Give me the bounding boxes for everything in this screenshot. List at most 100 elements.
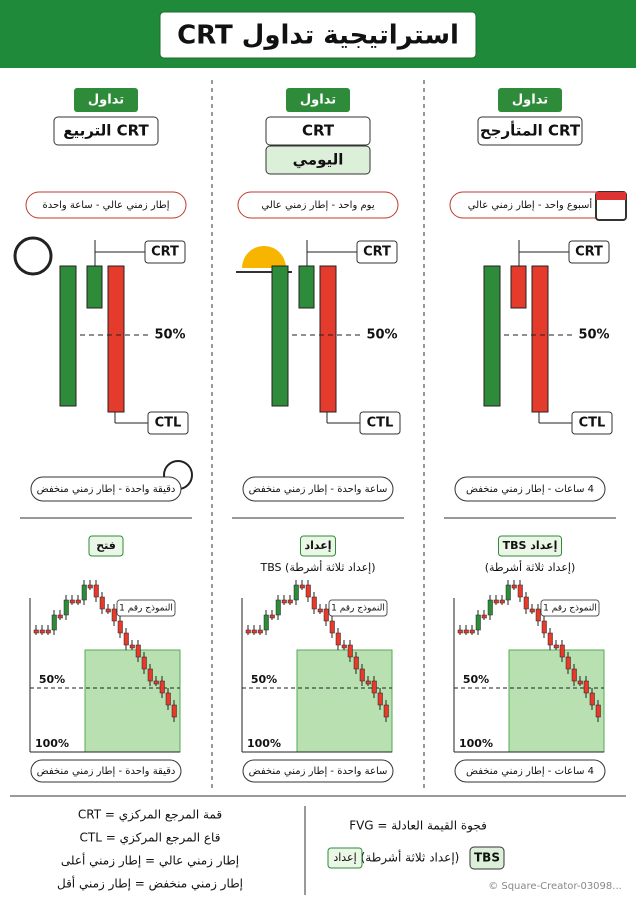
label-box xyxy=(359,411,401,435)
legend-fvg: فجوة القيمة العادلة = FVG xyxy=(349,819,487,834)
watermark: © Square-Creator-03098... xyxy=(488,881,622,892)
low-timeframe: دقيقة واحدة - إطار زمني منخفض xyxy=(37,484,176,495)
illustrative-candle xyxy=(481,614,487,619)
label-box xyxy=(30,759,182,783)
illustrative-candle xyxy=(293,584,299,601)
illustrative-candle xyxy=(129,644,135,649)
legend-item: قمة المرجع المركزي = CRT xyxy=(78,808,222,823)
badge-text: تداول xyxy=(512,93,548,108)
illustrative-candle xyxy=(511,584,517,589)
low-timeframe: 4 ساعات - إطار زمني منخفض xyxy=(466,484,594,495)
badge xyxy=(74,88,138,112)
candle xyxy=(483,265,501,407)
label-box xyxy=(242,759,394,783)
illustrative-candle xyxy=(281,599,287,604)
illustrative-candle xyxy=(583,680,589,694)
setup-tag: فتح xyxy=(96,539,116,552)
candle xyxy=(510,265,527,309)
midpoint-label: 50% xyxy=(366,328,397,343)
illustrative-candle xyxy=(505,584,511,601)
illustrative-candle xyxy=(517,584,523,598)
fvg-zone xyxy=(84,649,181,753)
illustrative-candle xyxy=(117,620,123,634)
column-name: CRT المتأرجح xyxy=(480,121,581,140)
illustrative-candle xyxy=(589,692,595,706)
illustrative-candle xyxy=(135,644,141,658)
illustrative-candle xyxy=(141,656,147,670)
name-box xyxy=(265,145,371,175)
label-box xyxy=(147,411,189,435)
legend-setup: إعداد xyxy=(333,851,356,864)
model-label: النموذج رقم 1 xyxy=(331,604,385,614)
label-box xyxy=(242,476,394,502)
high-timeframe: إطار زمني عالي - ساعة واحدة xyxy=(42,200,169,211)
illustrative-candle xyxy=(475,614,481,631)
midpoint-label: 50% xyxy=(154,328,185,343)
label-box xyxy=(116,599,176,617)
illustrative-candle xyxy=(51,614,57,631)
legend-tbs-note: (إعداد ثلاثة أشرطة) xyxy=(361,850,460,866)
illustrative-candle xyxy=(353,656,359,670)
candle xyxy=(319,265,337,413)
illustrative-candle xyxy=(383,704,389,718)
ctl-label: CTL xyxy=(367,416,394,431)
setup-note: (إعداد ثلاثة أشرطة) TBS xyxy=(259,560,375,574)
chart-timeframe: دقيقة واحدة - إطار زمني منخفض xyxy=(37,766,176,777)
label-box xyxy=(328,599,388,617)
illustrative-candle xyxy=(523,596,529,610)
setup-note: (إعداد ثلاثة أشرطة) xyxy=(485,560,576,574)
illustrative-candle xyxy=(87,584,93,589)
illustrative-candle xyxy=(305,584,311,598)
legend-item: قاع المرجع المركزي = CTL xyxy=(80,831,221,846)
illustrative-candle xyxy=(535,608,541,622)
illustrative-candle xyxy=(547,632,553,646)
name-box xyxy=(477,116,583,146)
low-timeframe: ساعة واحدة - إطار زمني منخفض xyxy=(249,484,388,495)
icon xyxy=(596,192,626,200)
label-box xyxy=(144,240,186,264)
model-label: النموذج رقم 1 xyxy=(119,604,173,614)
candle xyxy=(531,265,549,413)
label-box xyxy=(469,846,505,870)
illustrative-candle xyxy=(81,584,87,601)
illustrative-candle xyxy=(263,614,269,631)
illustrative-candle xyxy=(493,599,499,604)
illustrative-candle xyxy=(269,614,275,619)
legend-item: إطار زمني منخفض = إطار زمني أقل xyxy=(57,876,243,892)
illustrative-candle xyxy=(159,680,165,694)
illustrative-candle xyxy=(329,620,335,634)
fvg-zone xyxy=(296,649,393,753)
illustrative-candle xyxy=(251,629,257,634)
illustrative-candle xyxy=(341,644,347,649)
level-100: 100% xyxy=(459,737,493,750)
name-box xyxy=(53,116,159,146)
ctl-label: CTL xyxy=(155,416,182,431)
illustrative-candle xyxy=(33,629,39,634)
column-name: CRT التربيع xyxy=(63,122,149,140)
illustrative-candle xyxy=(359,668,365,682)
legend-item: إطار زمني عالي = إطار زمني أعلى xyxy=(61,853,239,869)
level-50: 50% xyxy=(251,673,277,686)
setup-tag-box xyxy=(88,535,124,557)
illustrative-candle xyxy=(365,680,371,685)
crt-label: CRT xyxy=(575,245,603,260)
illustrative-candle xyxy=(463,629,469,634)
illustrative-candle xyxy=(111,608,117,622)
label-box xyxy=(25,191,187,219)
illustrative-candle xyxy=(299,584,305,589)
candle xyxy=(107,265,125,413)
illustrative-candle xyxy=(39,629,45,634)
illustrative-candle xyxy=(275,599,281,616)
label-box xyxy=(454,759,606,783)
illustrative-candle xyxy=(57,614,63,619)
illustrative-candle xyxy=(93,584,99,598)
illustrative-candle xyxy=(287,599,293,604)
level-100: 100% xyxy=(247,737,281,750)
candle xyxy=(86,265,103,309)
illustrative-candle xyxy=(335,632,341,646)
name-box xyxy=(265,116,371,146)
crt-label: CRT xyxy=(363,245,391,260)
illustrative-candle xyxy=(257,629,263,634)
illustrative-candle xyxy=(63,599,69,616)
